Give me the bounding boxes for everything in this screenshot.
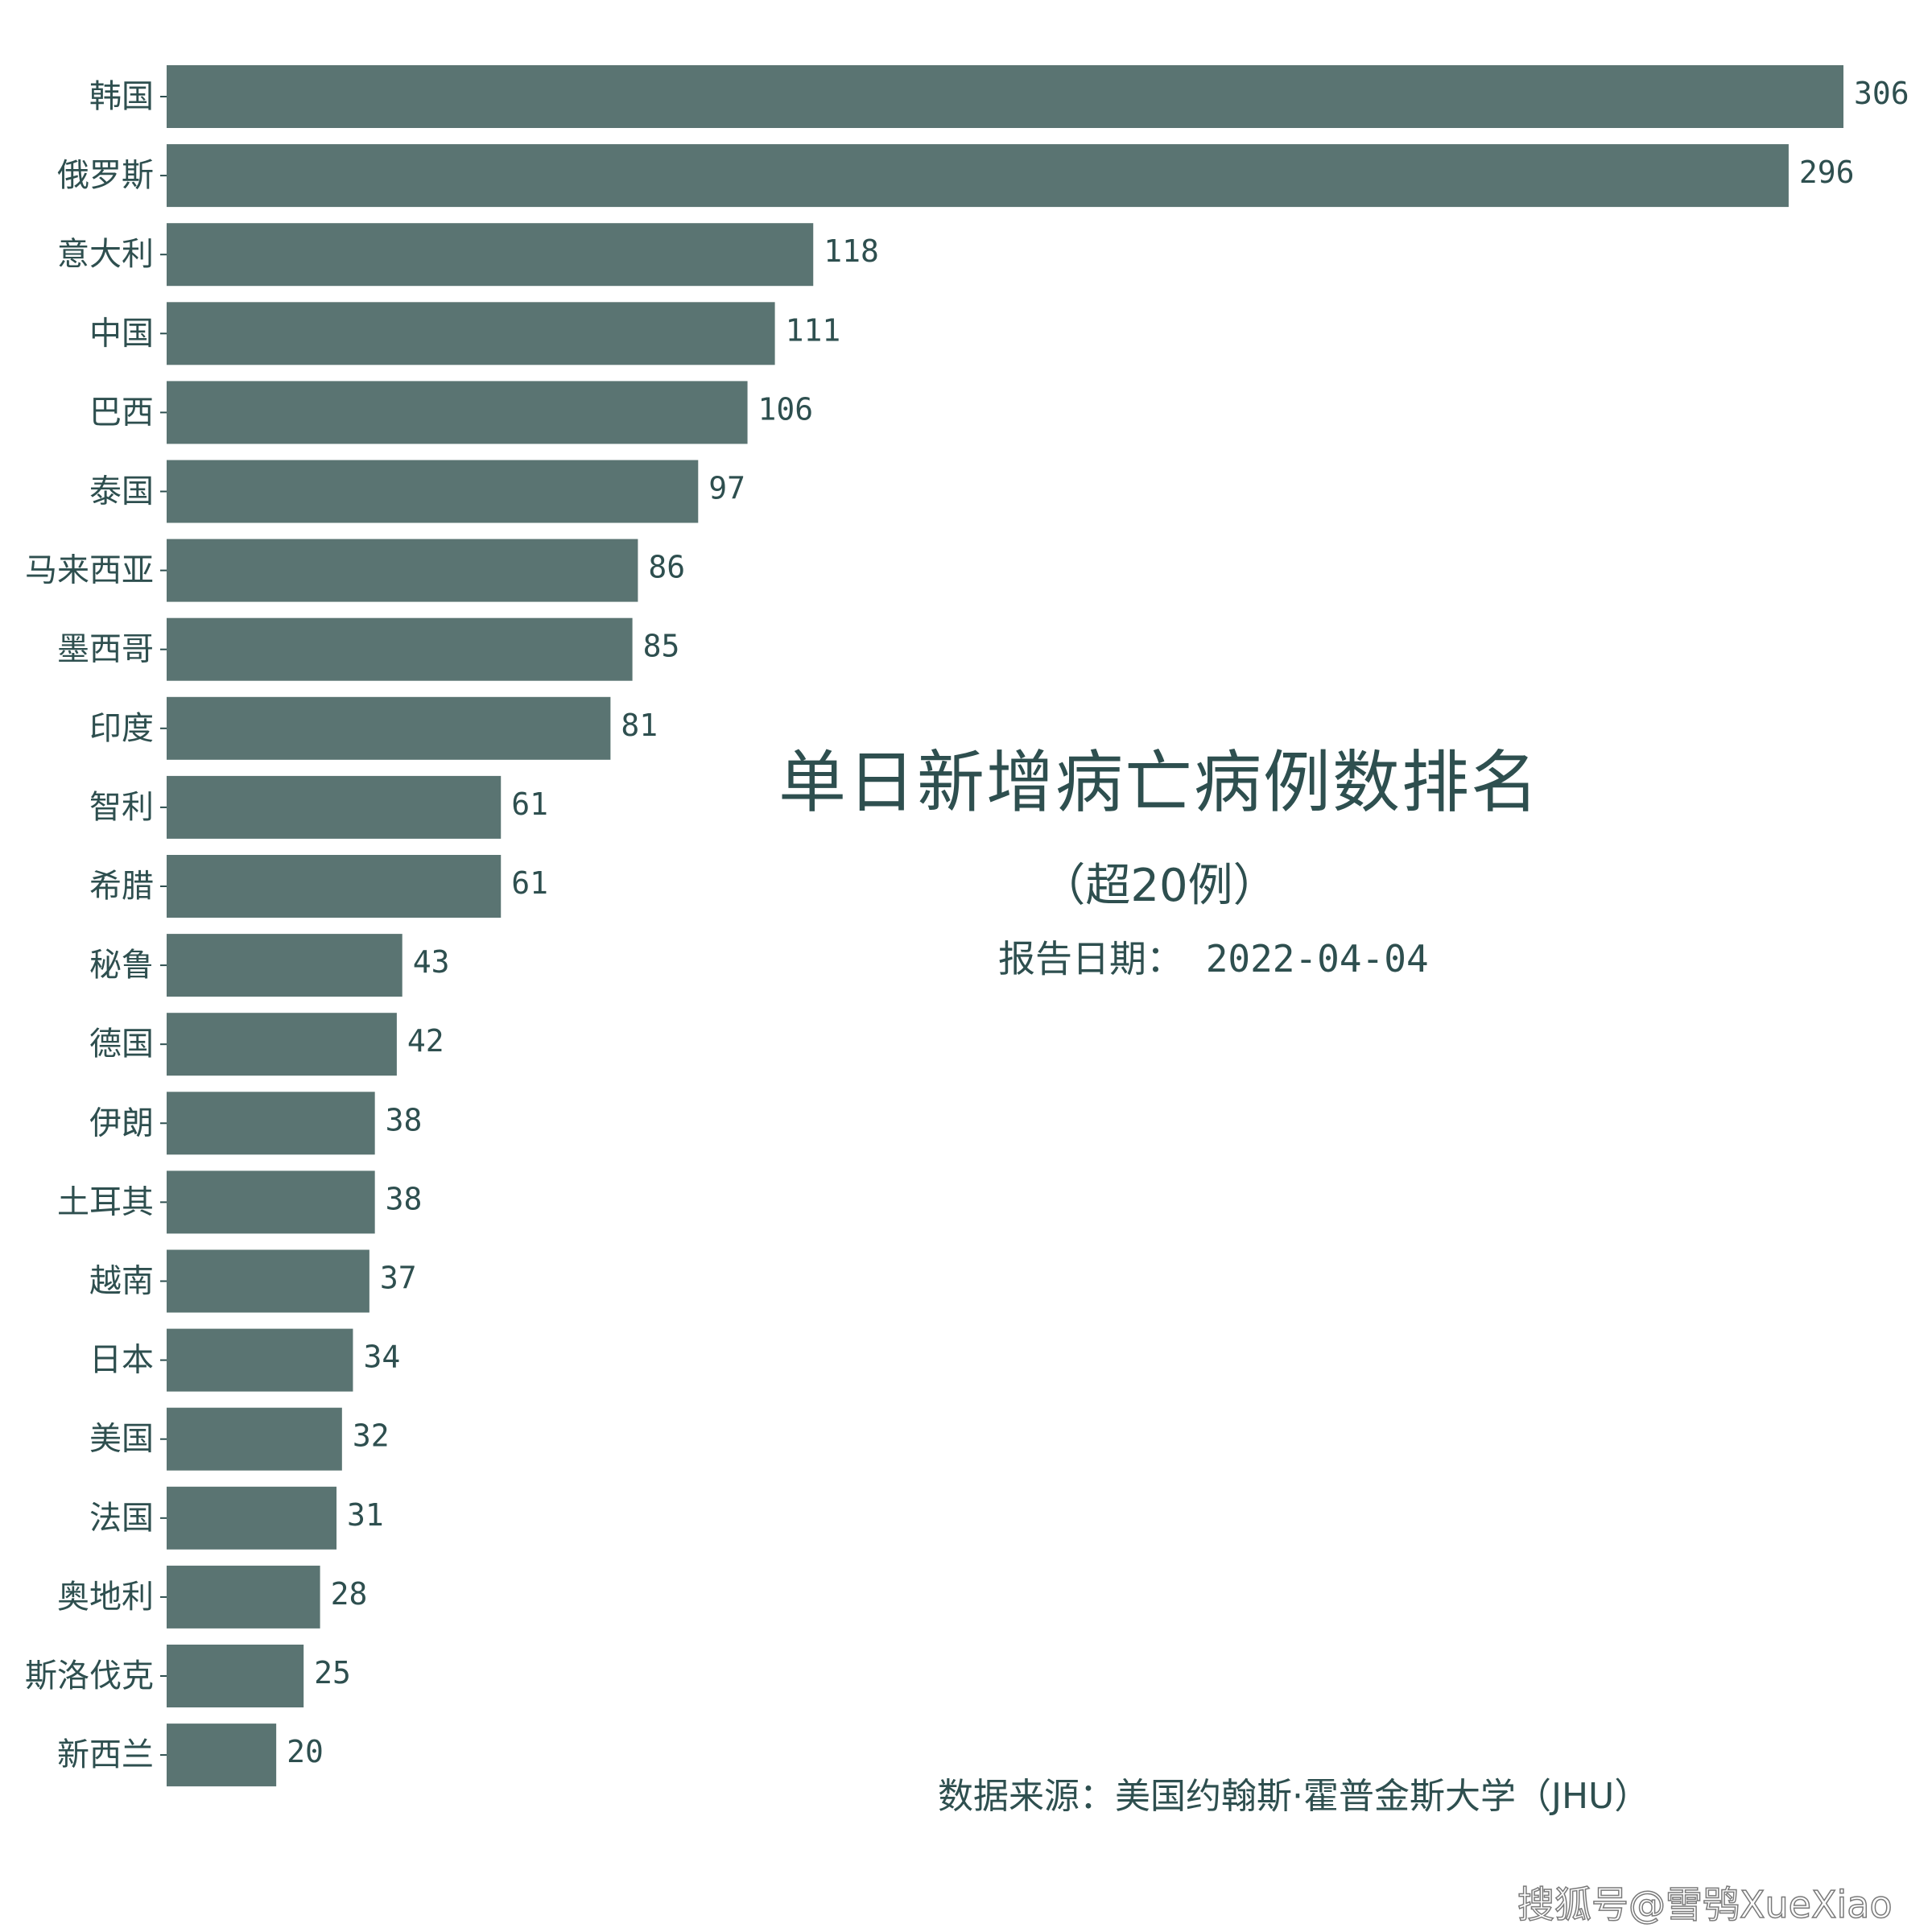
category-label: 斯洛伐克	[25, 1657, 154, 1695]
category-label: 俄罗斯	[57, 157, 154, 194]
category-label: 印度	[89, 710, 154, 747]
value-label: 28	[331, 1576, 368, 1612]
value-label: 34	[363, 1340, 400, 1375]
chart-title: 单日新增病亡病例数排名	[778, 743, 1540, 822]
value-label: 306	[1854, 76, 1909, 111]
bar	[167, 1565, 320, 1629]
bar	[167, 1013, 397, 1076]
category-label: 德国	[89, 1026, 154, 1063]
category-label: 法国	[89, 1500, 154, 1537]
value-label: 86	[648, 550, 685, 585]
bar	[167, 539, 638, 602]
value-label: 42	[407, 1023, 444, 1059]
bar	[167, 144, 1789, 208]
bar	[167, 1092, 375, 1155]
value-label: 25	[314, 1655, 351, 1690]
bar	[167, 1249, 369, 1313]
chart-subtitle: （超20例）	[1040, 860, 1278, 912]
value-label: 31	[347, 1497, 384, 1533]
value-label: 43	[413, 944, 450, 980]
value-label: 37	[380, 1261, 417, 1296]
value-label: 38	[386, 1181, 423, 1216]
bars-group: 韩国 306 俄罗斯 296 意大利 118 中国 111 巴西 106 泰国 97 马来西亚 86 墨西哥…	[25, 65, 1909, 1787]
value-label: 20	[287, 1734, 324, 1769]
category-label: 奥地利	[57, 1579, 154, 1616]
bar	[167, 696, 611, 760]
category-label: 土耳其	[57, 1183, 154, 1220]
category-label: 马来西亚	[25, 552, 154, 589]
bar	[167, 1328, 353, 1392]
category-label: 新西兰	[57, 1736, 154, 1773]
value-label: 85	[643, 629, 680, 664]
value-label: 38	[386, 1102, 423, 1137]
category-label: 日本	[89, 1342, 154, 1379]
value-label: 118	[824, 233, 879, 269]
bar	[167, 381, 748, 444]
category-label: 智利	[89, 789, 154, 826]
bar	[167, 302, 775, 365]
value-label: 296	[1799, 155, 1855, 190]
bar	[167, 1170, 375, 1234]
bar	[167, 775, 502, 839]
bar	[167, 1407, 342, 1471]
category-label: 伊朗	[89, 1104, 154, 1141]
category-label: 墨西哥	[57, 631, 154, 668]
category-label: 韩国	[89, 78, 154, 115]
category-label: 越南	[89, 1263, 154, 1300]
value-label: 61	[511, 865, 548, 901]
value-label: 32	[353, 1418, 390, 1454]
bar	[167, 934, 402, 997]
value-label: 81	[621, 708, 658, 743]
category-label: 中国	[89, 315, 154, 352]
category-label: 希腊	[89, 868, 154, 905]
value-label: 111	[786, 312, 841, 348]
bar	[167, 1486, 337, 1550]
category-label: 意大利	[57, 236, 154, 273]
value-label: 61	[511, 786, 548, 822]
bar	[167, 460, 699, 523]
value-label: 106	[758, 391, 814, 427]
category-label: 美国	[89, 1421, 154, 1458]
bar	[167, 1724, 277, 1787]
watermark: 搜狐号@雪鸮XueXiao	[1517, 1882, 1893, 1927]
report-date: 报告日期： 2022-04-04	[998, 937, 1429, 980]
category-label: 巴西	[89, 394, 154, 431]
value-label: 97	[708, 471, 745, 506]
category-label: 秘鲁	[89, 947, 154, 984]
bar	[167, 1645, 304, 1707]
bar	[167, 65, 1843, 128]
bar	[167, 855, 502, 918]
category-label: 泰国	[89, 473, 154, 510]
bar	[167, 617, 633, 681]
data-source: 数据来源：美国约翰斯·霍普金斯大学（JHU）	[938, 1776, 1650, 1817]
bar	[167, 223, 814, 287]
